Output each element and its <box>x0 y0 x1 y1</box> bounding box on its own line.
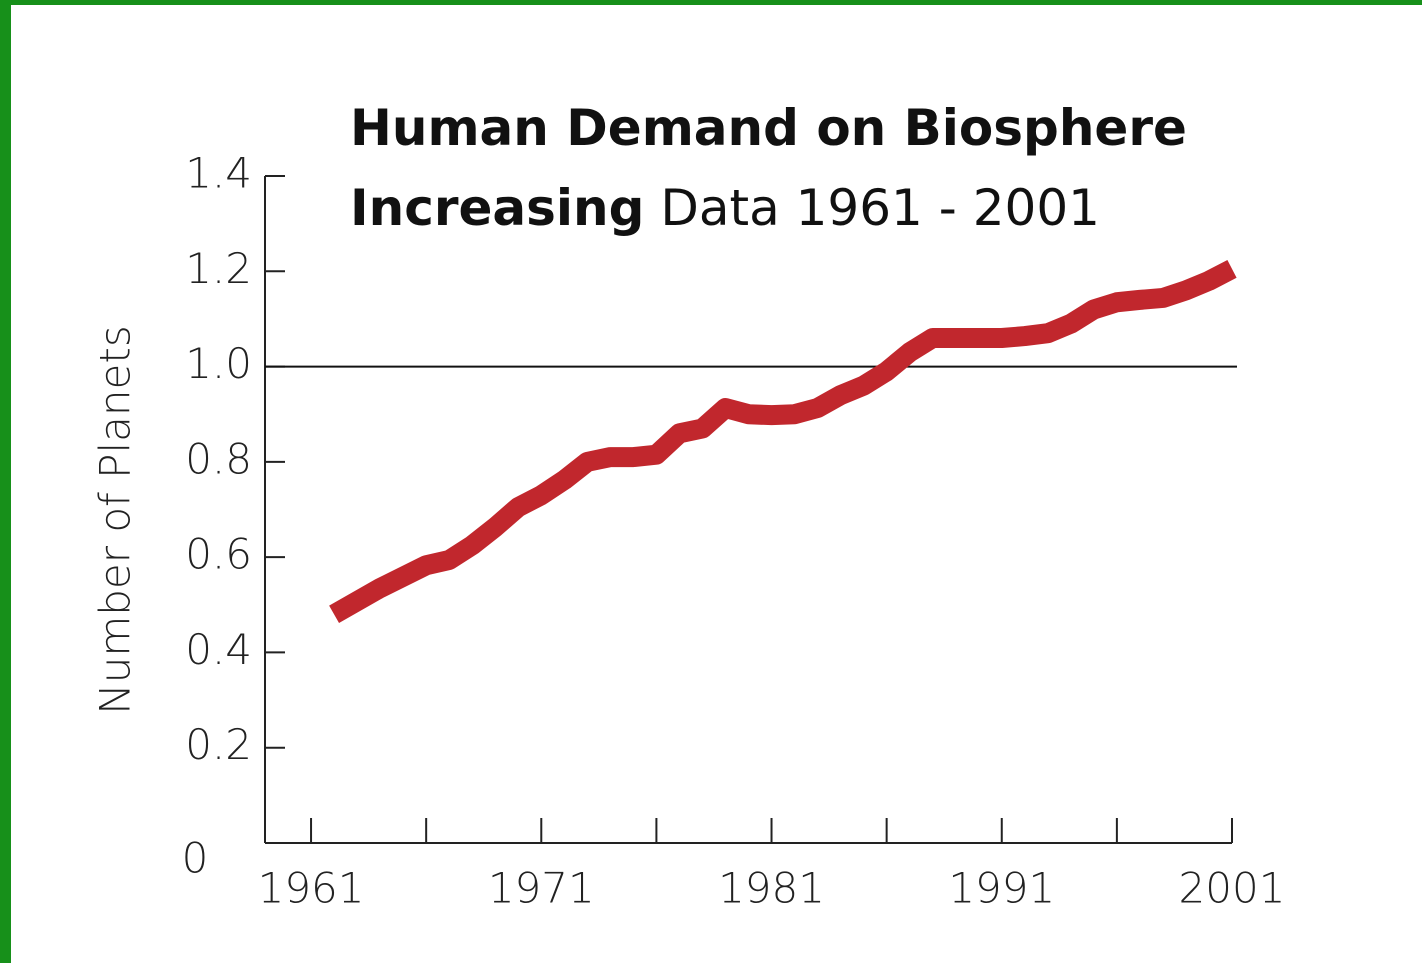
chart-heading: Human Demand on Biosphere Increasing Dat… <box>350 88 1310 248</box>
y-tick-label: 0.4 <box>185 625 252 674</box>
x-tick-label: 1971 <box>488 864 595 913</box>
panel <box>11 5 1422 963</box>
x-tick-label: 1961 <box>258 864 365 913</box>
y-tick-label: 0 <box>182 834 209 883</box>
x-tick-label: 1981 <box>718 864 825 913</box>
chart-title: Human Demand on Biosphere Increasing <box>350 99 1187 237</box>
y-tick-label: 0.2 <box>185 720 252 769</box>
x-tick-label: 1991 <box>948 864 1055 913</box>
y-tick-label: 1.4 <box>185 149 252 198</box>
y-tick-label: 0.6 <box>185 530 252 579</box>
data-line <box>329 260 1237 624</box>
y-tick-label: 1.0 <box>185 339 252 388</box>
y-tick-label: 0.8 <box>185 434 252 483</box>
y-axis-label: Number of Planets <box>91 325 140 714</box>
y-tick-label: 1.2 <box>185 244 252 293</box>
x-tick-label: 2001 <box>1179 864 1286 913</box>
chart-subtitle: Data 1961 - 2001 <box>660 179 1100 237</box>
